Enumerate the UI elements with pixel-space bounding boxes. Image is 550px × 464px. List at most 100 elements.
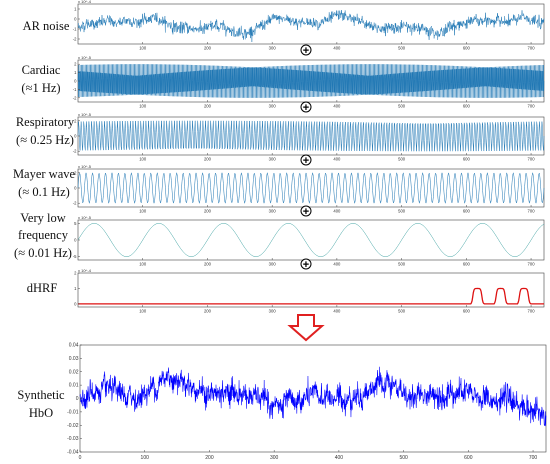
x-tick-label: 700 <box>529 455 538 461</box>
series-line <box>77 223 545 257</box>
y-tick-label: 0 <box>74 79 77 84</box>
x-tick-label: 100 <box>139 46 147 51</box>
panel-4: 100 200 300 400 500 600 700 5 0 -5 x 10^-5 <box>73 215 545 267</box>
y-tick-label: -1 <box>73 27 77 32</box>
y-exponent: x 10^-5 <box>78 164 92 169</box>
axes-box <box>77 272 545 308</box>
y-tick-label: -2 <box>73 201 77 206</box>
y-tick-label: 0 <box>74 238 77 243</box>
plus-circle-icon <box>300 44 312 56</box>
y-tick-label: 1 <box>74 70 77 75</box>
x-tick-label: 100 <box>139 157 147 162</box>
x-tick-label: 500 <box>399 455 408 461</box>
x-tick-label: 600 <box>463 104 471 109</box>
series-line <box>79 366 547 427</box>
x-tick-label: 600 <box>463 262 471 267</box>
x-tick-label: 200 <box>204 46 212 51</box>
y-exponent: x 10^-5 <box>78 112 92 117</box>
label-mayer-1: Mayer wave <box>13 167 76 181</box>
x-tick-label: 300 <box>269 209 277 214</box>
x-tick-label: 200 <box>204 209 212 214</box>
plus-symbol: + <box>303 45 309 57</box>
y-exponent: x 10^-4 <box>78 0 92 4</box>
plus-circle-icon <box>300 101 312 113</box>
panel-5: 100 200 300 400 500 600 700 2 1 0 x 10^-4 <box>74 268 545 314</box>
x-tick-label: 200 <box>204 104 212 109</box>
y-tick-label: 1 <box>74 7 77 12</box>
x-tick-label: 400 <box>333 309 341 314</box>
y-exponent: x 10^-4 <box>78 268 92 273</box>
x-tick-label: 400 <box>333 262 341 267</box>
y-tick-label: -0.01 <box>67 409 79 415</box>
x-tick-label: 300 <box>270 455 279 461</box>
x-tick-label: 400 <box>335 455 344 461</box>
x-tick-label: 200 <box>204 157 212 162</box>
down-arrow-icon <box>287 314 325 342</box>
label-synthetic-2: HbO <box>29 406 53 420</box>
x-tick-label: 100 <box>141 455 150 461</box>
x-tick-label: 100 <box>139 209 147 214</box>
series-line <box>77 10 545 43</box>
x-tick-label: 0 <box>79 455 82 461</box>
y-tick-label: 0 <box>76 396 79 402</box>
y-tick-label: 0.01 <box>69 383 79 389</box>
y-tick-label: 2 <box>74 62 77 67</box>
y-tick-label: 0.02 <box>69 369 79 375</box>
y-tick-label: -2 <box>73 149 77 154</box>
label-dhrf: dHRF <box>27 281 58 295</box>
x-tick-label: 600 <box>463 46 471 51</box>
x-tick-label: 700 <box>528 104 536 109</box>
label-respiratory-1: Respiratory <box>16 115 75 129</box>
y-tick-label: 0.04 <box>69 343 79 349</box>
x-tick-label: 300 <box>269 46 277 51</box>
series-line <box>77 64 545 98</box>
x-tick-label: 700 <box>528 46 536 51</box>
panel-3: 100 200 300 400 500 600 700 2 0 -2 x 10^-5 <box>73 164 545 214</box>
row-labels: AR noise Cardiac (≈1 Hz) Respiratory (≈ … <box>13 19 76 420</box>
panel-6: 0 100 200 300 400 500 600 700 0.04 0.03 0.02 0.01 0 -… <box>67 343 547 461</box>
y-tick-label: -1 <box>73 87 77 92</box>
y-tick-label: 0 <box>74 17 77 22</box>
x-tick-label: 700 <box>528 157 536 162</box>
y-tick-label: -0.02 <box>67 423 79 429</box>
label-vlf-1: Very low <box>20 211 65 225</box>
x-tick-label: 600 <box>463 157 471 162</box>
x-tick-label: 300 <box>269 104 277 109</box>
series-line <box>78 287 544 305</box>
y-tick-label: -2 <box>73 37 77 42</box>
y-tick-label: 0 <box>74 134 77 139</box>
x-tick-label: 100 <box>139 104 147 109</box>
x-tick-label: 400 <box>333 46 341 51</box>
y-tick-label: 0.03 <box>69 356 79 362</box>
y-tick-label: -5 <box>73 254 77 259</box>
plus-4: + <box>300 205 312 218</box>
plus-symbol: + <box>303 155 309 167</box>
label-respiratory-2: (≈ 0.25 Hz) <box>16 133 74 147</box>
x-tick-label: 300 <box>269 262 277 267</box>
x-tick-label: 600 <box>464 455 473 461</box>
y-tick-label: 0 <box>74 301 77 306</box>
plus-symbol: + <box>303 206 309 218</box>
x-tick-label: 300 <box>269 309 277 314</box>
x-tick-label: 300 <box>269 157 277 162</box>
x-tick-label: 500 <box>398 104 406 109</box>
x-tick-label: 200 <box>204 309 212 314</box>
x-tick-label: 500 <box>398 309 406 314</box>
x-tick-label: 700 <box>528 309 536 314</box>
y-tick-label: 2 <box>74 170 77 175</box>
label-cardiac-1: Cardiac <box>22 63 61 77</box>
arrow-shape <box>287 314 325 342</box>
panel-1: 100 200 300 400 500 600 700 2 1 0 -1 -2 x 10^-5 <box>73 55 545 109</box>
y-tick-label: -2 <box>73 95 77 100</box>
label-vlf-2: frequency <box>18 228 69 242</box>
plus-operators: + + + + + <box>300 44 312 271</box>
x-tick-label: 200 <box>205 455 214 461</box>
y-tick-label: -0.03 <box>67 436 79 442</box>
x-tick-label: 700 <box>528 262 536 267</box>
x-tick-label: 400 <box>333 104 341 109</box>
axes-box <box>77 219 545 261</box>
plus-1: + <box>300 44 312 57</box>
y-tick-label: 2 <box>74 118 77 123</box>
label-synthetic-1: Synthetic <box>17 388 65 402</box>
